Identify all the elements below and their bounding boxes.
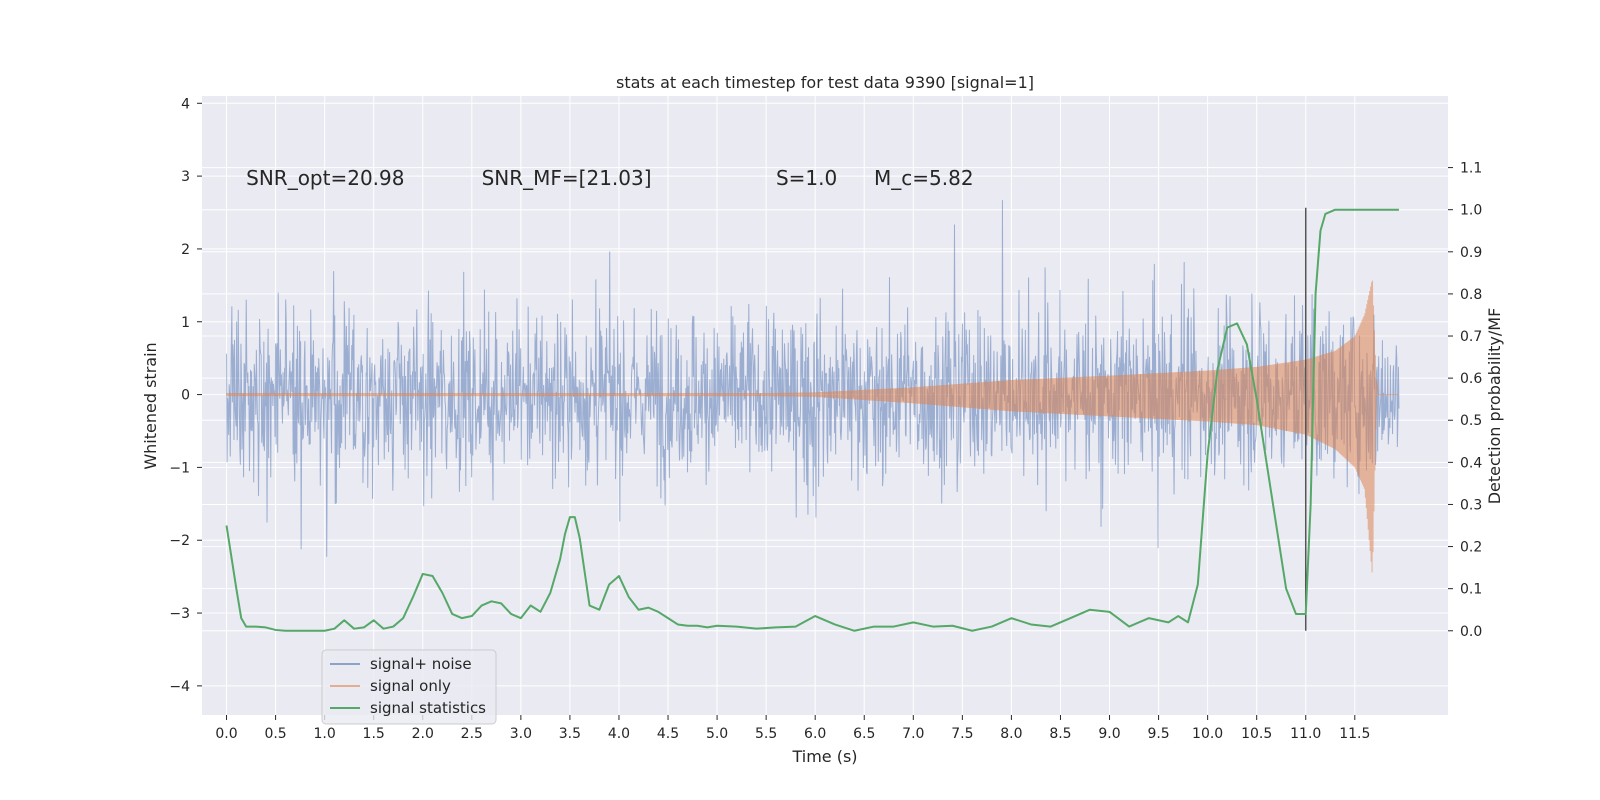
y-tick-label: −2	[169, 533, 190, 549]
y-tick-label: 0	[181, 388, 190, 404]
x-tick-label: 6.0	[804, 726, 826, 742]
x-tick-label: 11.0	[1290, 726, 1321, 742]
x-tick-label: 0.0	[215, 726, 237, 742]
x-tick-label: 4.5	[657, 726, 679, 742]
y-tick-label: 4	[181, 96, 190, 112]
y-tick-label: 2	[181, 242, 190, 258]
y-tick-label: −4	[169, 679, 190, 695]
y2-tick-label: 0.0	[1460, 624, 1482, 640]
x-tick-label: 7.0	[902, 726, 924, 742]
x-tick-label: 5.0	[706, 726, 728, 742]
x-tick-label: 10.0	[1192, 726, 1223, 742]
legend: signal+ noise signal only signal statist…	[321, 649, 497, 725]
tick-labels: 0.0 0.5 1.0 1.5 2.0 2.5 3.0 3.5 4.0 4.5 5.0 5.5 6.0 6…	[169, 96, 1482, 742]
annotation-text: M_c=5.82	[874, 166, 974, 190]
x-tick-label: 3.5	[559, 726, 581, 742]
legend-label-stats: signal statistics	[370, 699, 486, 717]
x-tick-label: 0.5	[264, 726, 286, 742]
legend-label-noise: signal+ noise	[370, 655, 472, 673]
x-tick-label: 6.5	[853, 726, 875, 742]
x-tick-label: 9.5	[1147, 726, 1169, 742]
y2-tick-label: 0.9	[1460, 245, 1482, 261]
annotation-text: SNR_MF=[21.03]	[482, 166, 652, 190]
y-tick-label: −1	[169, 460, 190, 476]
x-tick-label: 11.5	[1339, 726, 1370, 742]
series-signal-only	[226, 280, 1399, 573]
chart-title: stats at each timestep for test data 939…	[616, 73, 1034, 92]
x-tick-label: 4.0	[608, 726, 630, 742]
y-tick-label: 3	[181, 169, 190, 185]
y2-tick-label: 0.3	[1460, 497, 1482, 513]
y2-tick-label: 0.5	[1460, 413, 1482, 429]
x-tick-label: 2.5	[461, 726, 483, 742]
y-axis-label: Whitened strain	[141, 342, 160, 469]
x-tick-label: 10.5	[1241, 726, 1272, 742]
x-tick-label: 8.0	[1000, 726, 1022, 742]
x-axis-label: Time (s)	[791, 747, 857, 766]
y-tick-label: 1	[181, 315, 190, 331]
y2-tick-label: 0.1	[1460, 582, 1482, 598]
series-signal-noise	[226, 200, 1400, 557]
annotations: SNR_opt=20.98 SNR_MF=[21.03] S=1.0 M_c=5.82	[246, 166, 973, 190]
y2-tick-label: 1.1	[1460, 161, 1482, 177]
y2-tick-label: 0.2	[1460, 540, 1482, 556]
y2-axis-label: Detection probability/MF	[1485, 308, 1504, 505]
x-tick-label: 3.0	[510, 726, 532, 742]
annotation-text: SNR_opt=20.98	[246, 166, 404, 190]
legend-label-signal: signal only	[370, 677, 451, 695]
y2-tick-label: 0.4	[1460, 455, 1482, 471]
y-tick-label: −3	[169, 606, 190, 622]
x-tick-label: 5.5	[755, 726, 777, 742]
y2-tick-label: 1.0	[1460, 203, 1482, 219]
x-tick-label: 1.0	[314, 726, 336, 742]
x-tick-label: 8.5	[1049, 726, 1071, 742]
x-tick-label: 1.5	[363, 726, 385, 742]
legend-box	[321, 649, 497, 725]
series-signal-statistics	[225, 208, 1399, 632]
series-layer	[225, 200, 1400, 632]
annotation-text: S=1.0	[776, 166, 837, 190]
y2-tick-label: 0.7	[1460, 329, 1482, 345]
y2-tick-label: 0.6	[1460, 371, 1482, 387]
x-tick-label: 7.5	[951, 726, 973, 742]
x-tick-label: 9.0	[1098, 726, 1120, 742]
x-tick-label: 2.0	[412, 726, 434, 742]
y2-tick-label: 0.8	[1460, 287, 1482, 303]
